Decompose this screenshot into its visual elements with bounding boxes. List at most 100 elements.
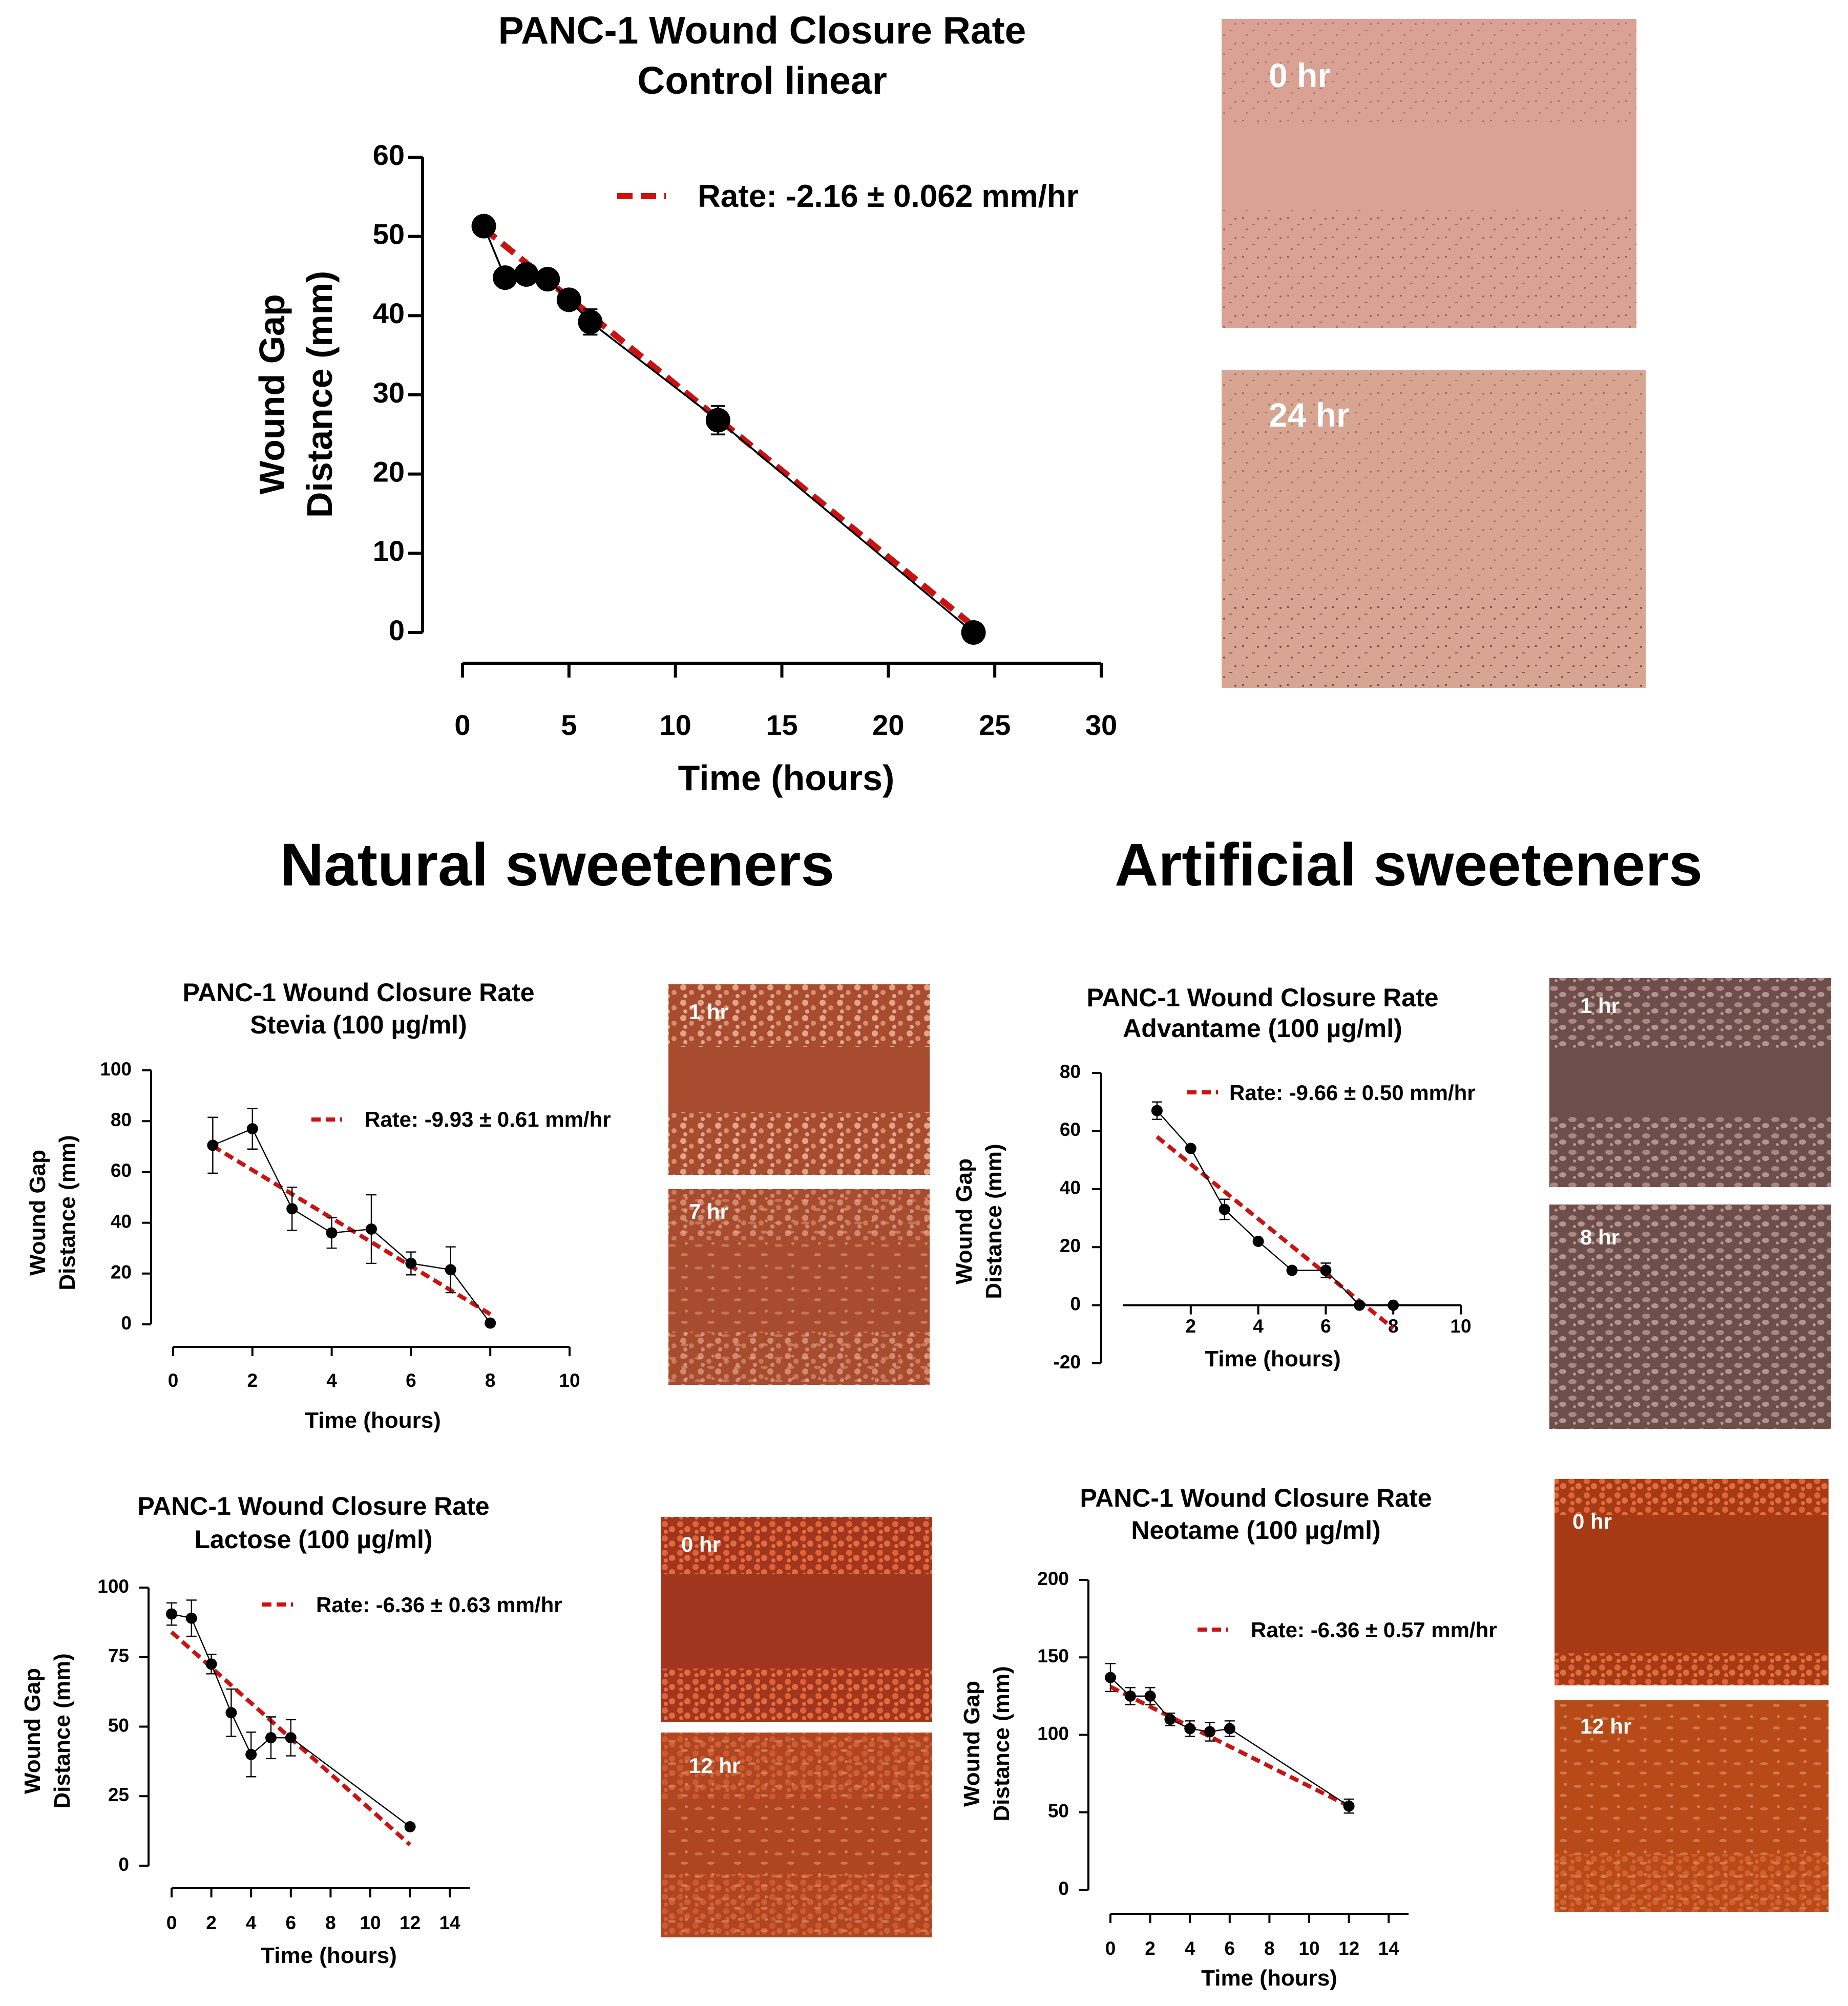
y-tick-label: -20: [1054, 1352, 1081, 1372]
x-tick-label: 2: [247, 1370, 258, 1391]
data-point: [1286, 1264, 1298, 1276]
chart-advantame: PANC-1 Wound Closure Rate Advantame (100…: [952, 978, 1831, 1429]
data-point: [1224, 1723, 1235, 1735]
data-point: [556, 287, 581, 312]
data-point: [493, 265, 518, 290]
legend-rate: Rate: -2.16 ± 0.062 mm/hr: [698, 179, 1079, 214]
y-axis-label-2: Distance (mm): [50, 1653, 75, 1808]
x-tick-label: 4: [1253, 1316, 1264, 1337]
photo-1hr: 1 hr: [1549, 978, 1831, 1187]
chart-title: PANC-1 Wound Closure Rate: [137, 1492, 489, 1521]
data-point: [514, 262, 539, 287]
photo-label: 0 hr: [1269, 56, 1331, 94]
x-tick-label: 25: [979, 709, 1011, 741]
plot-area: 0 25 50 75 100 0 2 4 6 8 10 12 14: [97, 1576, 470, 1933]
x-tick-label: 8: [325, 1912, 336, 1933]
chart-stevia: PANC-1 Wound Closure Rate Stevia (100 µg…: [25, 978, 930, 1433]
data-point: [1164, 1714, 1176, 1725]
data-point: [205, 1658, 217, 1670]
x-axis-label: Time (hours): [261, 1943, 397, 1968]
x-tick-label: 0: [168, 1370, 179, 1391]
chart-subtitle: Advantame (100 µg/ml): [1123, 1014, 1402, 1043]
y-tick-label: 50: [1048, 1801, 1069, 1822]
y-axis-label: Wound Gap: [252, 294, 292, 494]
data-point: [1151, 1105, 1163, 1116]
data-point: [485, 1317, 496, 1329]
data-point: [535, 267, 560, 292]
chart-title: PANC-1 Wound Closure Rate: [1086, 983, 1438, 1012]
y-tick-label: 150: [1037, 1645, 1069, 1666]
data-point: [326, 1227, 338, 1239]
x-tick-label: 4: [326, 1370, 337, 1391]
data-line: [482, 225, 974, 634]
legend-rate: Rate: -6.36 ± 0.57 mm/hr: [1251, 1618, 1497, 1642]
x-tick-label: 2: [206, 1912, 217, 1933]
data-point: [1124, 1690, 1136, 1702]
chart-subtitle: Control linear: [637, 59, 887, 102]
x-tick-label: 30: [1085, 709, 1117, 741]
y-tick-label: 75: [108, 1645, 129, 1666]
y-tick-label: 0: [1058, 1878, 1069, 1899]
y-axis-label: Wound Gap: [25, 1150, 50, 1276]
photo-label: 8 hr: [1580, 1225, 1620, 1249]
x-tick-label: 10: [360, 1912, 381, 1933]
data-point: [404, 1821, 416, 1832]
y-tick-label: 40: [111, 1211, 132, 1232]
x-tick-label: 14: [1378, 1938, 1400, 1959]
x-tick-label: 8: [485, 1370, 496, 1391]
chart-subtitle: Stevia (100 µg/ml): [250, 1010, 467, 1039]
data-point: [705, 408, 730, 433]
x-tick-label: 10: [1298, 1938, 1319, 1959]
x-tick-label: 12: [1338, 1938, 1359, 1959]
data-point: [1105, 1672, 1116, 1683]
y-axis-label-2: Distance (mm): [300, 271, 340, 518]
data-point: [166, 1608, 177, 1620]
data-point: [1204, 1726, 1215, 1738]
chart-title: PANC-1 Wound Closure Rate: [498, 9, 1026, 52]
data-point: [1219, 1203, 1230, 1215]
photo-label: 0 hr: [1572, 1509, 1612, 1533]
y-tick-label: 20: [1060, 1235, 1081, 1256]
data-point: [1354, 1299, 1366, 1311]
x-axis-label: Time (hours): [1201, 1966, 1337, 1991]
y-tick-label: 0: [1070, 1293, 1081, 1314]
chart-subtitle: Neotame (100 µg/ml): [1131, 1516, 1380, 1545]
x-tick-label: 6: [1320, 1316, 1331, 1337]
y-tick-label: 0: [389, 614, 405, 646]
x-tick-label: 5: [561, 709, 577, 741]
chart-lactose: PANC-1 Wound Closure Rate Lactose (100 µ…: [20, 1492, 932, 1968]
photo-label: 0 hr: [681, 1532, 721, 1556]
photo-0hr: 0 hr: [1555, 1479, 1829, 1685]
data-point: [1388, 1299, 1399, 1311]
data-point: [225, 1707, 237, 1719]
y-axis-label: Wound Gap: [20, 1668, 45, 1794]
section-title-natural: Natural sweeteners: [280, 831, 834, 899]
x-tick-label: 14: [439, 1912, 461, 1933]
data-point: [1343, 1800, 1355, 1812]
data-point: [286, 1203, 298, 1215]
y-tick-label: 0: [118, 1854, 129, 1875]
x-tick-label: 10: [660, 709, 691, 741]
y-tick-label: 80: [111, 1109, 132, 1130]
data-line: [212, 1128, 491, 1324]
legend-rate: Rate: -6.36 ± 0.63 mm/hr: [316, 1593, 562, 1617]
y-tick-label: 50: [108, 1715, 129, 1736]
data-point: [207, 1139, 219, 1151]
photo-0hr: 0 hr: [661, 1517, 932, 1722]
y-axis-label-2: Distance (mm): [55, 1135, 80, 1290]
y-tick-label: 60: [373, 139, 405, 171]
data-point: [246, 1123, 258, 1135]
photo-12hr: 12 hr: [661, 1733, 932, 1937]
photo-label: 1 hr: [689, 1000, 728, 1024]
photo-24hr: 24 hr: [1222, 370, 1646, 688]
chart-neotame: PANC-1 Wound Closure Rate Neotame (100 µ…: [959, 1479, 1829, 1991]
x-tick-label: 6: [1225, 1938, 1235, 1959]
y-tick-label: 80: [1060, 1061, 1081, 1082]
y-tick-label: 200: [1037, 1568, 1069, 1589]
y-tick-label: 30: [373, 376, 405, 409]
x-axis-label: Time (hours): [305, 1408, 441, 1433]
legend-rate: Rate: -9.93 ± 0.61 mm/hr: [365, 1107, 611, 1131]
x-tick-label: 0: [1105, 1938, 1116, 1959]
x-tick-label: 12: [400, 1912, 421, 1933]
